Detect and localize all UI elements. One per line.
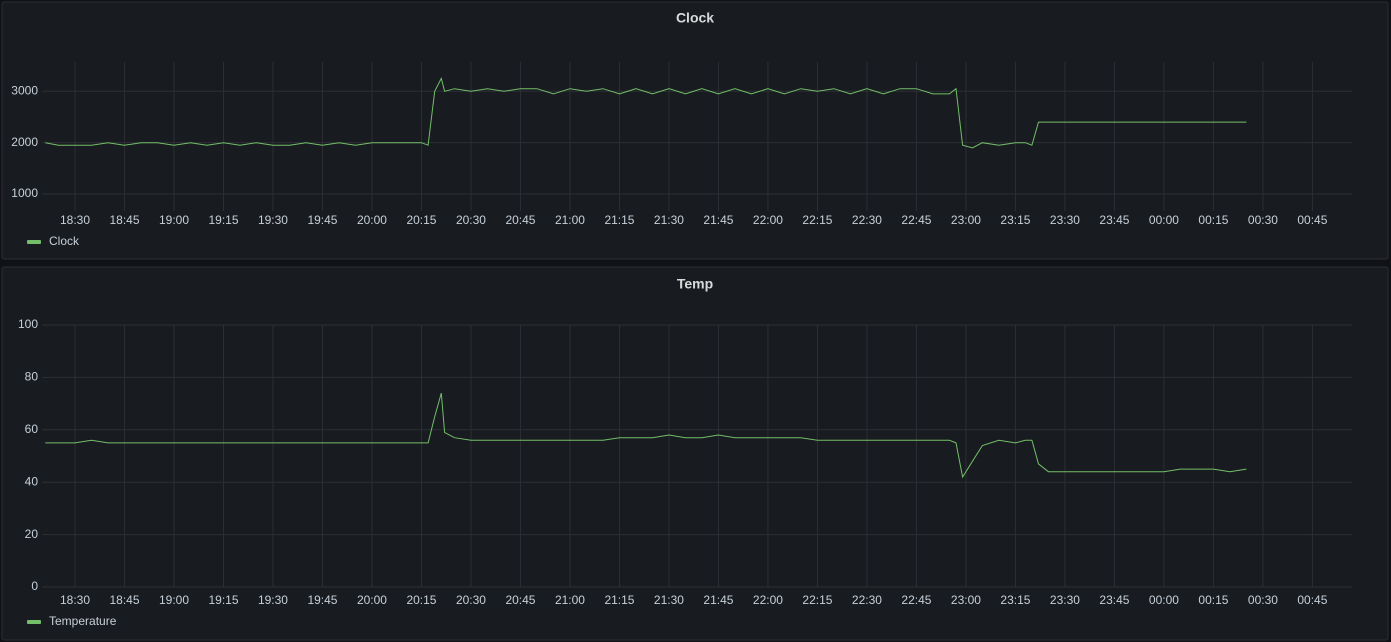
x-tick-label: 23:00 [951, 213, 981, 227]
x-tick-label: 22:00 [753, 593, 783, 607]
x-tick-label: 21:00 [555, 593, 585, 607]
x-tick-label: 22:15 [802, 213, 832, 227]
x-tick-label: 18:45 [109, 213, 139, 227]
x-tick-label: 20:45 [505, 593, 535, 607]
x-tick-label: 23:15 [1000, 593, 1030, 607]
legend-label: Clock [49, 234, 80, 248]
y-tick-label: 1000 [11, 186, 38, 200]
series-line [45, 76, 1247, 149]
x-tick-label: 23:45 [1099, 593, 1129, 607]
series-line [45, 392, 1247, 479]
x-tick-label: 20:45 [505, 213, 535, 227]
x-tick-label: 19:45 [307, 593, 337, 607]
x-tick-label: 19:00 [159, 593, 189, 607]
y-tick-label: 40 [25, 474, 39, 488]
x-tick-label: 20:15 [406, 593, 436, 607]
panel-title: Temp [677, 276, 713, 292]
x-tick-label: 20:30 [456, 593, 486, 607]
x-tick-label: 22:00 [753, 213, 783, 227]
x-tick-label: 00:30 [1248, 593, 1278, 607]
legend-label: Temperature [49, 614, 117, 628]
x-tick-label: 00:45 [1297, 213, 1327, 227]
x-tick-label: 22:30 [852, 213, 882, 227]
y-tick-label: 0 [31, 579, 38, 593]
x-tick-label: 21:45 [703, 593, 733, 607]
x-tick-label: 19:15 [208, 593, 238, 607]
x-tick-label: 21:15 [604, 593, 634, 607]
x-tick-label: 21:30 [654, 213, 684, 227]
y-tick-label: 80 [25, 370, 39, 384]
x-tick-label: 23:30 [1050, 593, 1080, 607]
x-tick-label: 23:45 [1099, 213, 1129, 227]
x-tick-label: 22:45 [901, 593, 931, 607]
x-tick-label: 21:45 [703, 213, 733, 227]
legend-swatch [27, 620, 41, 624]
x-tick-label: 21:00 [555, 213, 585, 227]
x-tick-label: 22:30 [852, 593, 882, 607]
x-tick-label: 19:30 [258, 593, 288, 607]
y-tick-label: 20 [25, 527, 39, 541]
y-tick-label: 2000 [11, 135, 38, 149]
x-tick-label: 23:30 [1050, 213, 1080, 227]
x-tick-label: 23:15 [1000, 213, 1030, 227]
x-tick-label: 00:30 [1248, 213, 1278, 227]
x-tick-label: 18:30 [60, 213, 90, 227]
x-tick-label: 23:00 [951, 593, 981, 607]
x-tick-label: 00:00 [1149, 213, 1179, 227]
x-tick-label: 00:15 [1198, 213, 1228, 227]
x-tick-label: 22:15 [802, 593, 832, 607]
x-tick-label: 18:45 [109, 593, 139, 607]
x-tick-label: 20:00 [357, 213, 387, 227]
y-tick-label: 100 [18, 317, 38, 331]
x-tick-label: 19:45 [307, 213, 337, 227]
x-tick-label: 00:00 [1149, 593, 1179, 607]
x-tick-label: 20:00 [357, 593, 387, 607]
x-tick-label: 19:30 [258, 213, 288, 227]
x-tick-label: 21:30 [654, 593, 684, 607]
x-tick-label: 00:45 [1297, 593, 1327, 607]
panel-title: Clock [676, 10, 714, 26]
y-tick-label: 60 [25, 422, 39, 436]
legend-swatch [27, 240, 41, 244]
y-tick-label: 3000 [11, 83, 38, 97]
x-tick-label: 21:15 [604, 213, 634, 227]
x-tick-label: 22:45 [901, 213, 931, 227]
x-tick-label: 19:00 [159, 213, 189, 227]
panel [1, 266, 1389, 641]
x-tick-label: 20:30 [456, 213, 486, 227]
x-tick-label: 18:30 [60, 593, 90, 607]
panel [1, 1, 1389, 260]
x-tick-label: 20:15 [406, 213, 436, 227]
x-tick-label: 19:15 [208, 213, 238, 227]
x-tick-label: 00:15 [1198, 593, 1228, 607]
